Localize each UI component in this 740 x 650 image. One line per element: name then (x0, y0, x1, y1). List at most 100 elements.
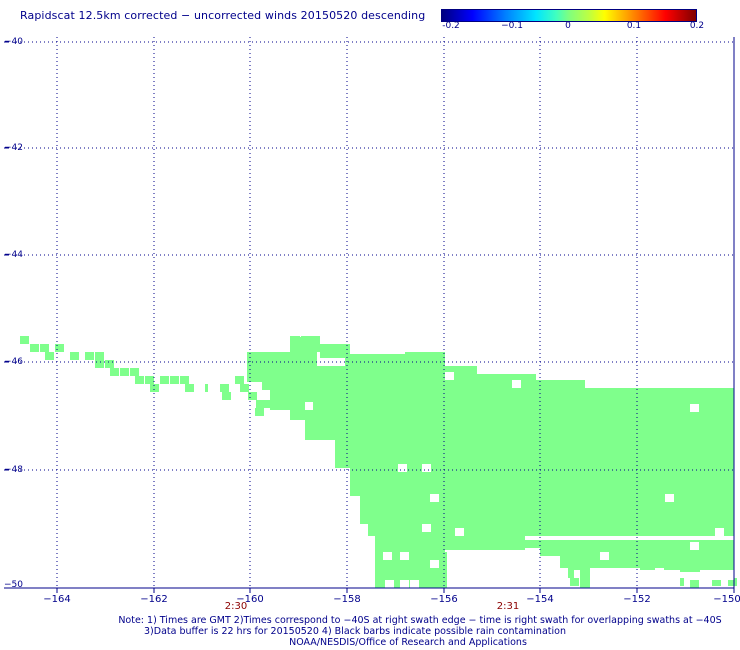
data-gap (430, 560, 439, 568)
swath-pixel (220, 384, 229, 392)
swath-cell (445, 536, 525, 550)
swath-pixel (150, 384, 159, 392)
swath-pixel (30, 344, 39, 352)
swath-cell (320, 344, 350, 358)
lon-label-152: −152 (623, 594, 651, 605)
lat-label-44: −44 (4, 250, 23, 260)
swath-pixel (185, 384, 194, 392)
swath-pixel (45, 352, 54, 360)
map-frame (4, 37, 735, 593)
swath-pixel (712, 578, 721, 586)
swath-pixel (55, 344, 64, 352)
lat-label-46: −46 (4, 357, 23, 367)
note-line-1: Note: 1) Times are GMT 2)Times correspon… (118, 615, 722, 626)
swath-cell (247, 366, 437, 382)
swath-pixel (264, 400, 273, 408)
swath-cell (262, 380, 562, 390)
swath-cell (270, 388, 734, 410)
data-gap (445, 372, 454, 380)
lat-label-50: −50 (4, 580, 23, 590)
swath-cell (540, 546, 734, 556)
data-gap (398, 464, 407, 472)
swath-cell (360, 494, 734, 524)
swath-pixel (565, 570, 574, 578)
swath-cell (640, 564, 700, 572)
swath-pixel (256, 400, 265, 408)
data-gap (400, 580, 409, 588)
data-gap (448, 568, 568, 588)
data-gap (700, 572, 734, 580)
lat-label-40: −40 (4, 37, 23, 47)
data-gap (600, 552, 609, 560)
data-gap (640, 570, 680, 588)
time-label-231: 2:31 (496, 601, 520, 612)
swath-pixel (705, 548, 714, 556)
swath-pixel (248, 392, 257, 400)
swath-pixel (222, 392, 231, 400)
data-gap (422, 464, 431, 472)
swath-cell (437, 366, 477, 380)
colorbar-label-neg: −0.1 (501, 21, 523, 31)
swath-pixel (95, 352, 104, 360)
swath-pixel (95, 360, 104, 368)
swath-pixel (570, 578, 579, 586)
swath-cell (520, 540, 734, 548)
data-gap (430, 494, 439, 502)
swath-pixel (678, 564, 687, 572)
swath-pixel (690, 580, 699, 588)
data-gap (385, 580, 394, 588)
swath-pixel (235, 376, 244, 384)
lon-label-162: −162 (140, 594, 168, 605)
colorbar-label-max: 0.2 (689, 21, 705, 31)
data-gap (512, 380, 521, 388)
lat-label-48: −48 (4, 465, 23, 475)
swath-cell (247, 352, 317, 370)
colorbar (441, 9, 697, 22)
swath-cell (375, 534, 445, 554)
swath-pixel (135, 376, 144, 384)
data-gap (208, 384, 216, 392)
data-gap (410, 580, 419, 588)
swath-cell (335, 438, 734, 468)
lon-label-160: −160 (236, 594, 264, 605)
data-gap (305, 402, 313, 410)
colorbar-label-zero: 0 (565, 21, 571, 31)
note-line-3: NOAA/NESDIS/Office of Research and Appli… (289, 637, 527, 648)
note-line-2: 3)Data buffer is 22 hrs for 20150520 4) … (144, 626, 566, 637)
lon-label-164: −164 (43, 594, 71, 605)
swath-pixel (85, 352, 94, 360)
swath-pixel (130, 368, 139, 376)
lon-label-150: −150 (713, 594, 740, 605)
swath-cell (290, 408, 734, 420)
data-gap (300, 336, 301, 337)
lon-label-156: −156 (430, 594, 458, 605)
data-gap (715, 528, 724, 536)
swath-pixel (170, 376, 179, 384)
map-title: Rapidscat 12.5km corrected − uncorrected… (20, 9, 426, 22)
data-gap (383, 552, 392, 560)
data-gap (590, 568, 640, 588)
swath-pixel (120, 368, 129, 376)
swath-cell (305, 418, 734, 440)
swath-pixel (20, 336, 29, 344)
data-gap (400, 552, 409, 560)
lat-lon-grid (8, 37, 734, 588)
wind-swath (20, 336, 737, 588)
swath-pixel (240, 384, 249, 392)
swath-pixel (110, 368, 119, 376)
lon-label-154: −154 (526, 594, 554, 605)
swath-cell (290, 336, 320, 352)
data-gap (690, 404, 699, 412)
lon-label-158: −158 (333, 594, 361, 605)
data-gap (422, 524, 431, 532)
swath-pixel (728, 578, 737, 586)
swath-pixel (180, 376, 189, 384)
swath-cell (350, 466, 734, 496)
lat-label-42: −42 (4, 143, 23, 153)
swath-pixel (160, 376, 169, 384)
colorbar-label-pos: 0.1 (626, 21, 642, 31)
data-gaps (208, 336, 734, 588)
colorbar-label-min: -0.2 (442, 21, 460, 31)
swath-cell (405, 352, 445, 366)
